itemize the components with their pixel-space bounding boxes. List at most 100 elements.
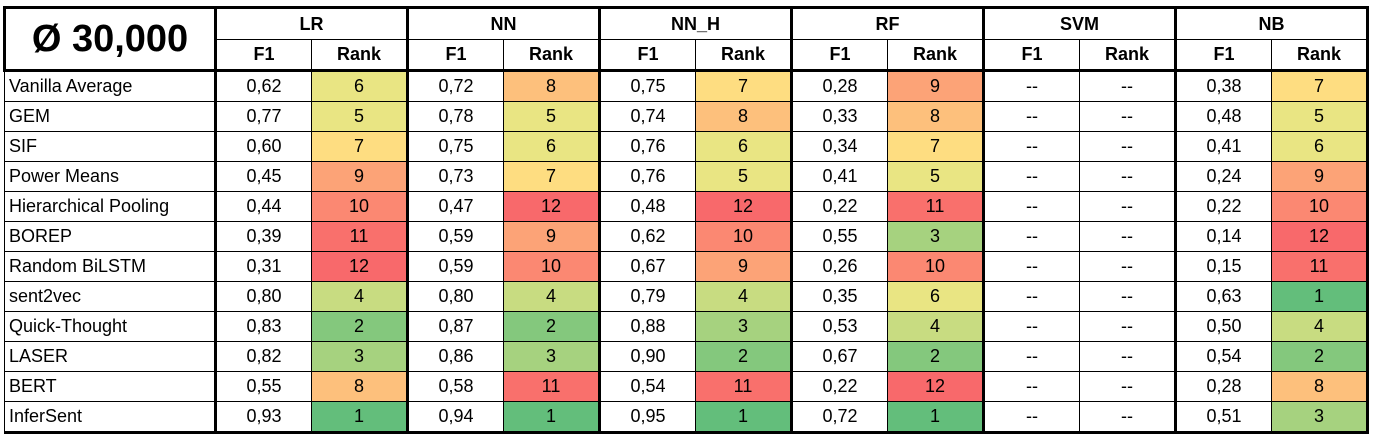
f1-cell[interactable]: 0,74 [598,101,696,132]
rank-cell[interactable]: 1 [887,401,984,434]
rank-cell[interactable]: 5 [1271,101,1369,132]
f1-cell[interactable]: 0,59 [406,251,504,282]
f1-cell[interactable]: 0,31 [214,251,312,282]
rank-cell[interactable]: 9 [695,251,792,282]
rank-cell[interactable]: 8 [695,101,792,132]
method-label[interactable]: GEM [4,101,217,132]
rank-cell[interactable]: -- [1079,251,1176,282]
f1-cell[interactable]: 0,45 [214,161,312,192]
rank-cell[interactable]: 12 [695,191,792,222]
rank-cell[interactable]: 9 [503,221,600,252]
f1-cell[interactable]: 0,38 [1174,70,1272,102]
f1-cell[interactable]: -- [982,70,1080,102]
rank-cell[interactable]: -- [1079,131,1176,162]
f1-cell[interactable]: -- [982,341,1080,372]
f1-cell[interactable]: 0,47 [406,191,504,222]
method-label[interactable]: BERT [4,371,217,402]
rank-cell[interactable]: 5 [311,101,408,132]
f1-cell[interactable]: 0,14 [1174,221,1272,252]
rank-cell[interactable]: 1 [503,401,600,434]
rank-cell[interactable]: 3 [503,341,600,372]
method-label[interactable]: Quick-Thought [4,311,217,342]
f1-cell[interactable]: 0,53 [790,311,888,342]
rank-cell[interactable]: 11 [311,221,408,252]
rank-cell[interactable]: 7 [311,131,408,162]
rank-cell[interactable]: 3 [311,341,408,372]
rank-cell[interactable]: 11 [1271,251,1369,282]
rank-cell[interactable]: 6 [887,281,984,312]
rank-cell[interactable]: 4 [503,281,600,312]
f1-cell[interactable]: 0,58 [406,371,504,402]
rank-cell[interactable]: 10 [1271,191,1369,222]
rank-cell[interactable]: 8 [503,70,600,102]
f1-cell[interactable]: -- [982,161,1080,192]
method-label[interactable]: sent2vec [4,281,217,312]
rank-cell[interactable]: -- [1079,70,1176,102]
rank-cell[interactable]: 2 [311,311,408,342]
f1-cell[interactable]: 0,87 [406,311,504,342]
rank-cell[interactable]: 8 [311,371,408,402]
rank-cell[interactable]: 3 [887,221,984,252]
f1-cell[interactable]: 0,28 [790,70,888,102]
f1-cell[interactable]: 0,82 [214,341,312,372]
f1-cell[interactable]: 0,39 [214,221,312,252]
rank-cell[interactable]: 5 [695,161,792,192]
rank-cell[interactable]: -- [1079,401,1176,434]
method-label[interactable]: InferSent [4,401,217,434]
rank-cell[interactable]: 7 [1271,70,1369,102]
rank-cell[interactable]: 4 [1271,311,1369,342]
f1-cell[interactable]: 0,75 [406,131,504,162]
f1-cell[interactable]: 0,24 [1174,161,1272,192]
method-label[interactable]: LASER [4,341,217,372]
rank-cell[interactable]: 6 [695,131,792,162]
f1-cell[interactable]: 0,48 [598,191,696,222]
f1-cell[interactable]: 0,72 [790,401,888,434]
f1-cell[interactable]: 0,80 [214,281,312,312]
f1-cell[interactable]: 0,90 [598,341,696,372]
method-label[interactable]: Power Means [4,161,217,192]
rank-cell[interactable]: 1 [311,401,408,434]
rank-cell[interactable]: -- [1079,101,1176,132]
f1-cell[interactable]: 0,67 [790,341,888,372]
rank-cell[interactable]: 10 [887,251,984,282]
f1-cell[interactable]: 0,79 [598,281,696,312]
rank-cell[interactable]: 7 [695,70,792,102]
f1-cell[interactable]: -- [982,311,1080,342]
f1-cell[interactable]: 0,62 [598,221,696,252]
f1-cell[interactable]: 0,80 [406,281,504,312]
rank-cell[interactable]: 12 [311,251,408,282]
f1-cell[interactable]: -- [982,131,1080,162]
rank-cell[interactable]: 12 [503,191,600,222]
f1-cell[interactable]: 0,28 [1174,371,1272,402]
f1-cell[interactable]: 0,59 [406,221,504,252]
rank-cell[interactable]: -- [1079,221,1176,252]
rank-cell[interactable]: -- [1079,161,1176,192]
rank-cell[interactable]: 5 [503,101,600,132]
f1-cell[interactable]: 0,73 [406,161,504,192]
rank-cell[interactable]: 4 [887,311,984,342]
rank-cell[interactable]: 11 [695,371,792,402]
rank-cell[interactable]: 2 [695,341,792,372]
f1-cell[interactable]: -- [982,371,1080,402]
f1-cell[interactable]: 0,22 [1174,191,1272,222]
rank-cell[interactable]: 11 [503,371,600,402]
f1-cell[interactable]: -- [982,191,1080,222]
f1-cell[interactable]: 0,15 [1174,251,1272,282]
rank-cell[interactable]: 6 [1271,131,1369,162]
f1-cell[interactable]: -- [982,281,1080,312]
method-label[interactable]: Hierarchical Pooling [4,191,217,222]
f1-cell[interactable]: 0,55 [790,221,888,252]
rank-cell[interactable]: 8 [887,101,984,132]
rank-cell[interactable]: 12 [887,371,984,402]
method-label[interactable]: Vanilla Average [4,70,217,102]
f1-cell[interactable]: 0,86 [406,341,504,372]
f1-cell[interactable]: 0,48 [1174,101,1272,132]
rank-cell[interactable]: 5 [887,161,984,192]
f1-cell[interactable]: 0,83 [214,311,312,342]
f1-cell[interactable]: 0,44 [214,191,312,222]
f1-cell[interactable]: 0,50 [1174,311,1272,342]
f1-cell[interactable]: 0,54 [598,371,696,402]
f1-cell[interactable]: 0,33 [790,101,888,132]
f1-cell[interactable]: 0,55 [214,371,312,402]
rank-cell[interactable]: 10 [311,191,408,222]
